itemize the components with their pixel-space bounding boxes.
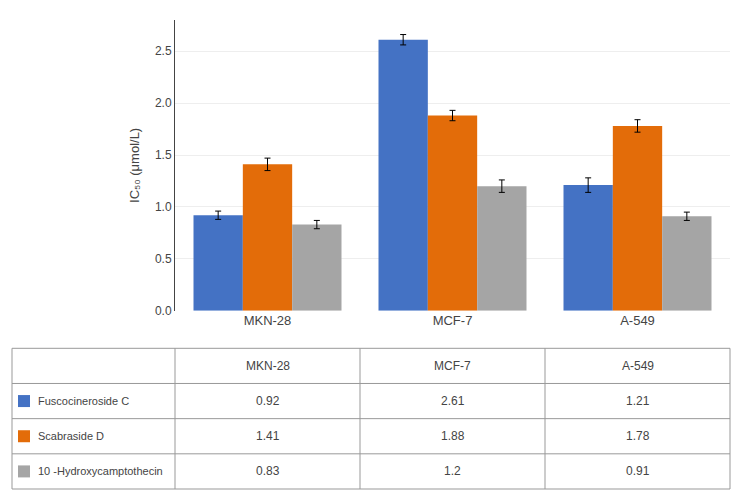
svg-text:IC₅₀ (μmol/L): IC₅₀ (μmol/L): [127, 128, 142, 203]
svg-text:0.92: 0.92: [256, 394, 280, 408]
svg-text:2.0: 2.0: [155, 96, 172, 110]
svg-text:1.2: 1.2: [444, 464, 461, 478]
svg-text:2.61: 2.61: [441, 394, 465, 408]
svg-text:0.83: 0.83: [256, 464, 280, 478]
svg-text:0.91: 0.91: [626, 464, 650, 478]
svg-text:1.41: 1.41: [256, 429, 280, 443]
svg-text:0.0: 0.0: [155, 304, 172, 318]
svg-text:1.5: 1.5: [155, 148, 172, 162]
svg-text:1.21: 1.21: [626, 394, 650, 408]
svg-text:MCF-7: MCF-7: [433, 313, 473, 328]
svg-text:MCF-7: MCF-7: [434, 359, 471, 373]
svg-text:10 -Hydroxycamptothecin: 10 -Hydroxycamptothecin: [38, 465, 163, 477]
svg-text:A-549: A-549: [622, 359, 654, 373]
svg-text:Scabraside D: Scabraside D: [38, 430, 104, 442]
svg-text:0.5: 0.5: [155, 252, 172, 266]
svg-text:MKN-28: MKN-28: [244, 313, 292, 328]
svg-text:MKN-28: MKN-28: [246, 359, 290, 373]
svg-text:1.88: 1.88: [441, 429, 465, 443]
svg-text:A-549: A-549: [620, 313, 655, 328]
svg-text:1.0: 1.0: [155, 200, 172, 214]
svg-text:2.5: 2.5: [155, 44, 172, 58]
svg-text:Fuscocineroside C: Fuscocineroside C: [38, 395, 129, 407]
svg-text:1.78: 1.78: [626, 429, 650, 443]
